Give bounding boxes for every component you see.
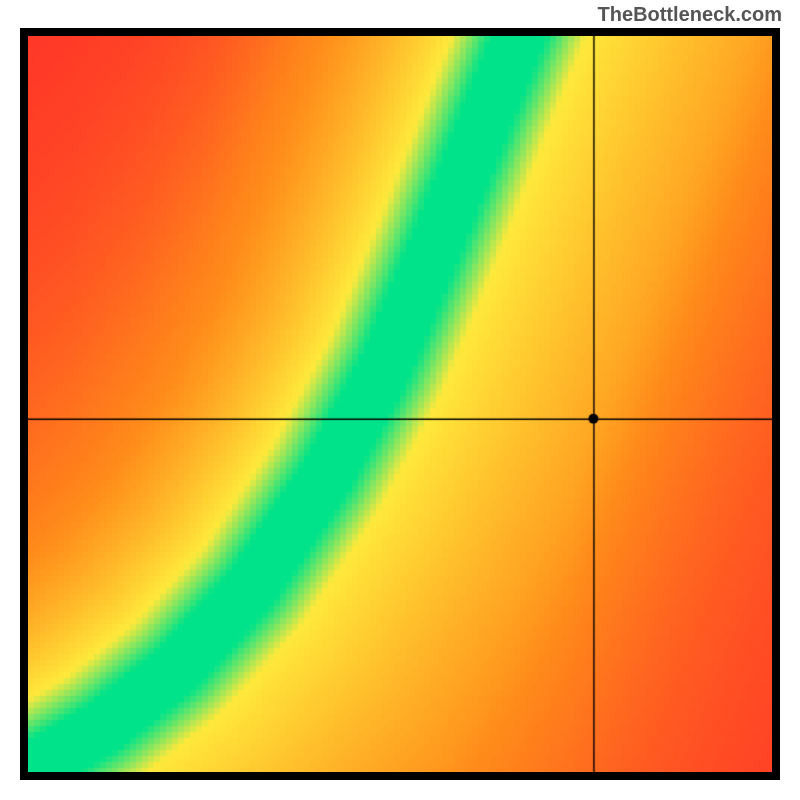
heatmap-canvas xyxy=(28,36,772,772)
chart-container: TheBottleneck.com xyxy=(0,0,800,800)
watermark-text: TheBottleneck.com xyxy=(598,4,782,27)
chart-frame xyxy=(20,28,780,780)
